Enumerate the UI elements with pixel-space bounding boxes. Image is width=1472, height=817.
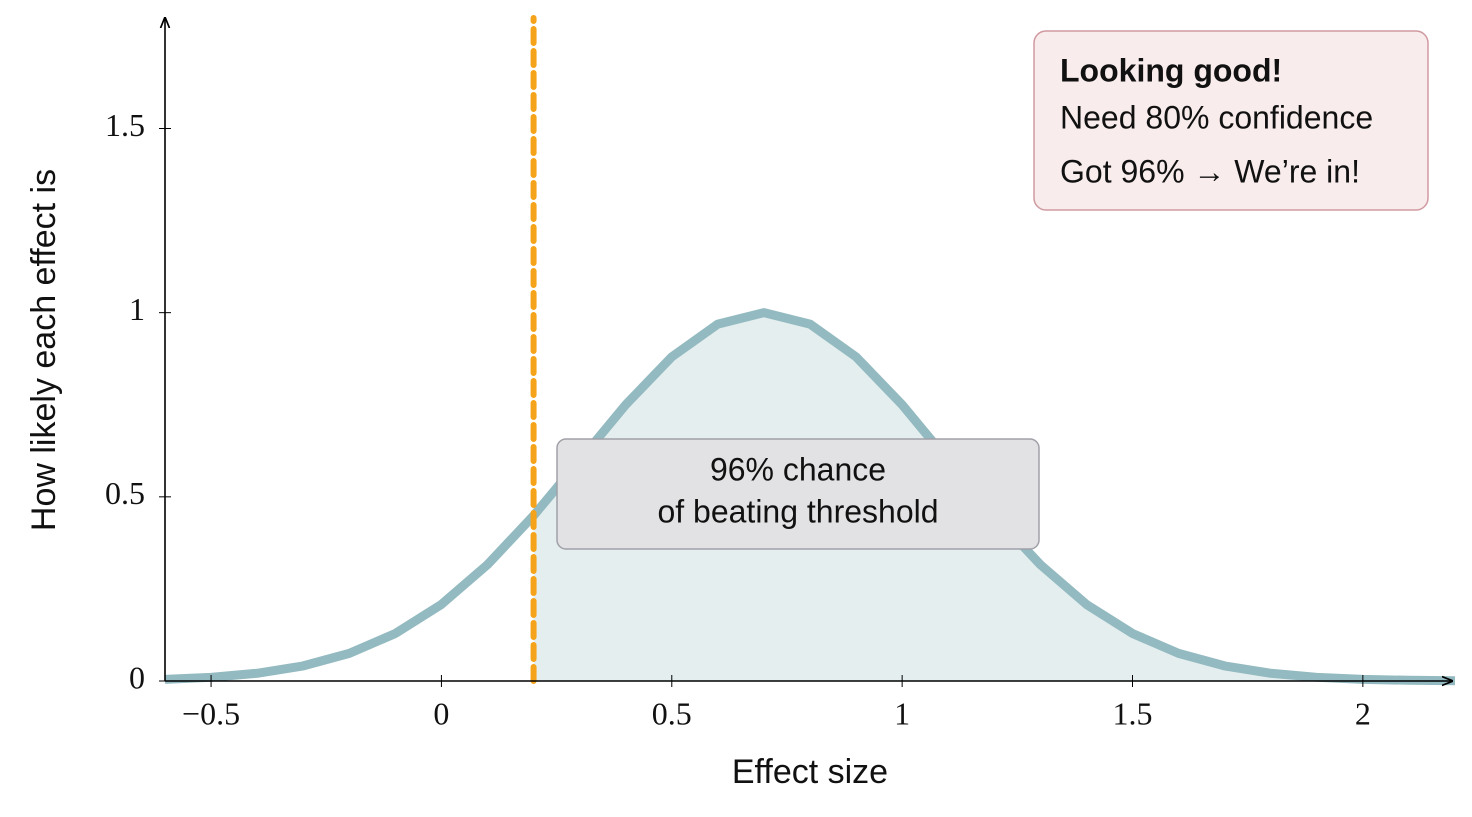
plot-area	[164, 15, 1456, 686]
chance-line: of beating threshold	[657, 493, 938, 529]
verdict-box-bg	[1033, 30, 1429, 211]
x-tick-label: 1	[894, 695, 910, 731]
x-tick-label: 0	[433, 695, 449, 731]
y-tick-label: 1.5	[105, 107, 145, 143]
y-tick-label: 0.5	[105, 475, 145, 511]
verdict-box: Looking good! Need 80% confidence Got 96…	[1033, 30, 1429, 211]
x-tick-label: −0.5	[182, 695, 240, 731]
chance-box: 96% chance of beating threshold	[556, 438, 1040, 550]
shaded-area	[533, 312, 1455, 681]
x-axis-label: Effect size	[732, 753, 888, 791]
x-tick-label: 1.5	[1113, 695, 1153, 731]
chance-line: 96% chance	[710, 451, 886, 487]
density-curve	[164, 308, 1456, 686]
verdict-title: Looking good!	[1060, 52, 1282, 88]
x-tick-label: 2	[1355, 695, 1371, 731]
y-axis-label: How likely each effect is	[25, 169, 63, 531]
chance-box-bg	[556, 438, 1040, 550]
y-tick-label: 1	[129, 291, 145, 327]
verdict-line: Need 80% confidence	[1060, 99, 1373, 135]
verdict-line: Got 96% → We’re in!	[1060, 153, 1360, 189]
x-tick-label: 0.5	[652, 695, 692, 731]
y-tick-label: 0	[129, 659, 145, 695]
